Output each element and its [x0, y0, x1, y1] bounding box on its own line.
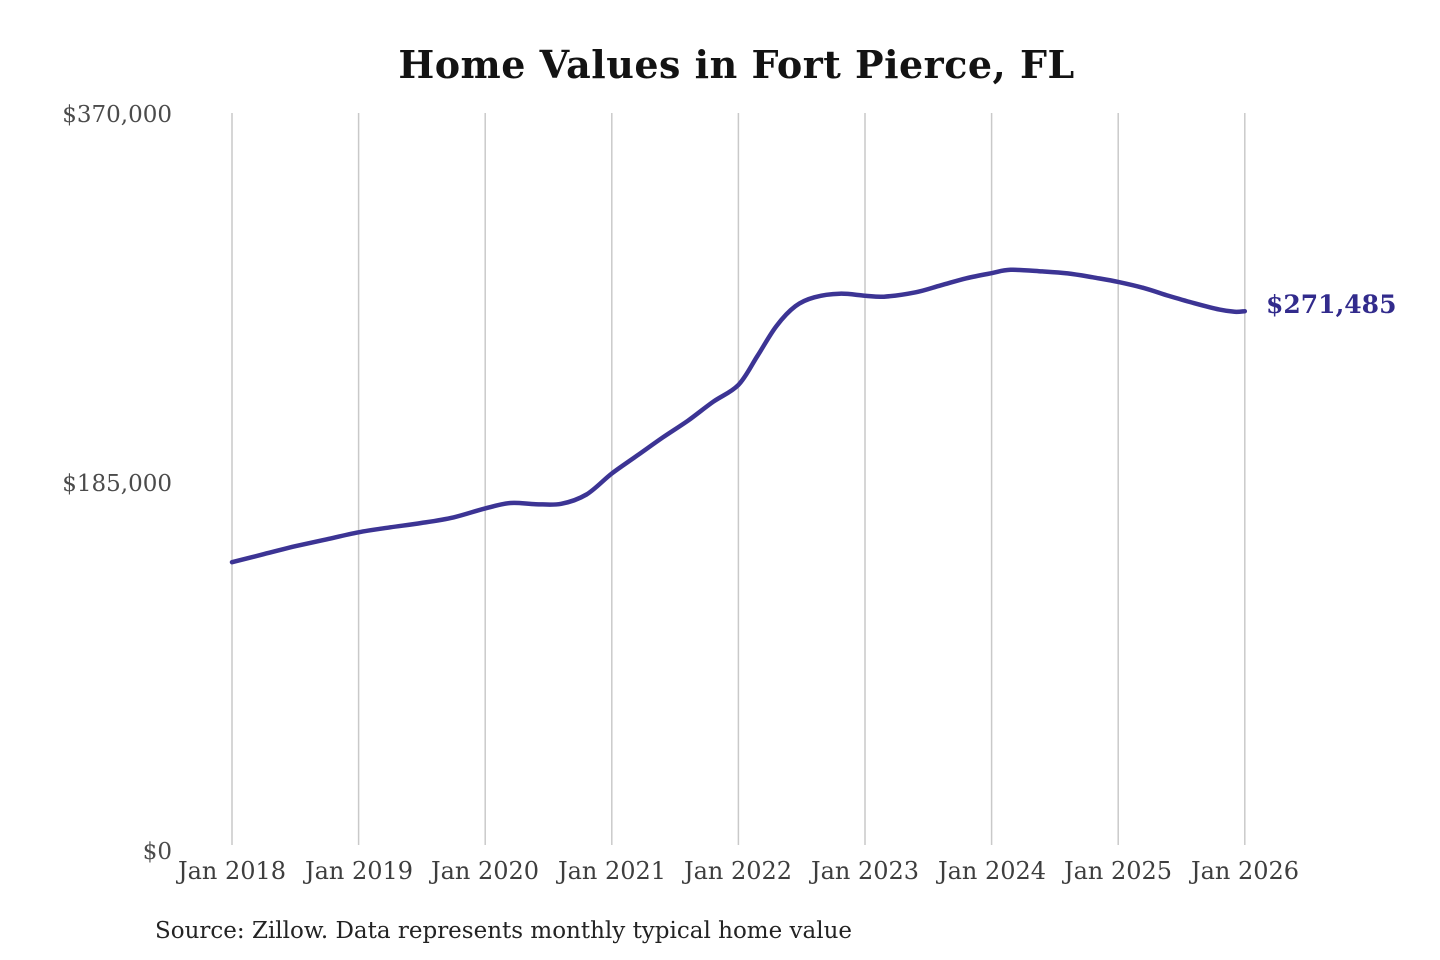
x-tick-label: Jan 2019: [304, 857, 414, 885]
x-tick-label: Jan 2025: [1063, 857, 1173, 885]
source-note: Source: Zillow. Data represents monthly …: [155, 918, 853, 944]
x-tick-label: Jan 2020: [430, 857, 540, 885]
current-value-label: $271,485: [1266, 290, 1397, 319]
x-tick-label: Jan 2021: [557, 857, 667, 885]
gridlines: [231, 113, 1246, 845]
x-tick-label: Jan 2026: [1190, 857, 1300, 885]
x-tick-label: Jan 2024: [937, 857, 1047, 885]
y-tick-label: $370,000: [62, 102, 172, 128]
x-tick-label: Jan 2023: [810, 857, 920, 885]
y-tick-label: $185,000: [62, 471, 172, 497]
x-tick-label: Jan 2022: [683, 857, 793, 885]
y-tick-label: $0: [142, 839, 172, 865]
x-tick-label: Jan 2018: [177, 857, 287, 885]
chart-title: Home Values in Fort Pierce, FL: [398, 42, 1075, 87]
home-value-line: [229, 267, 1248, 565]
